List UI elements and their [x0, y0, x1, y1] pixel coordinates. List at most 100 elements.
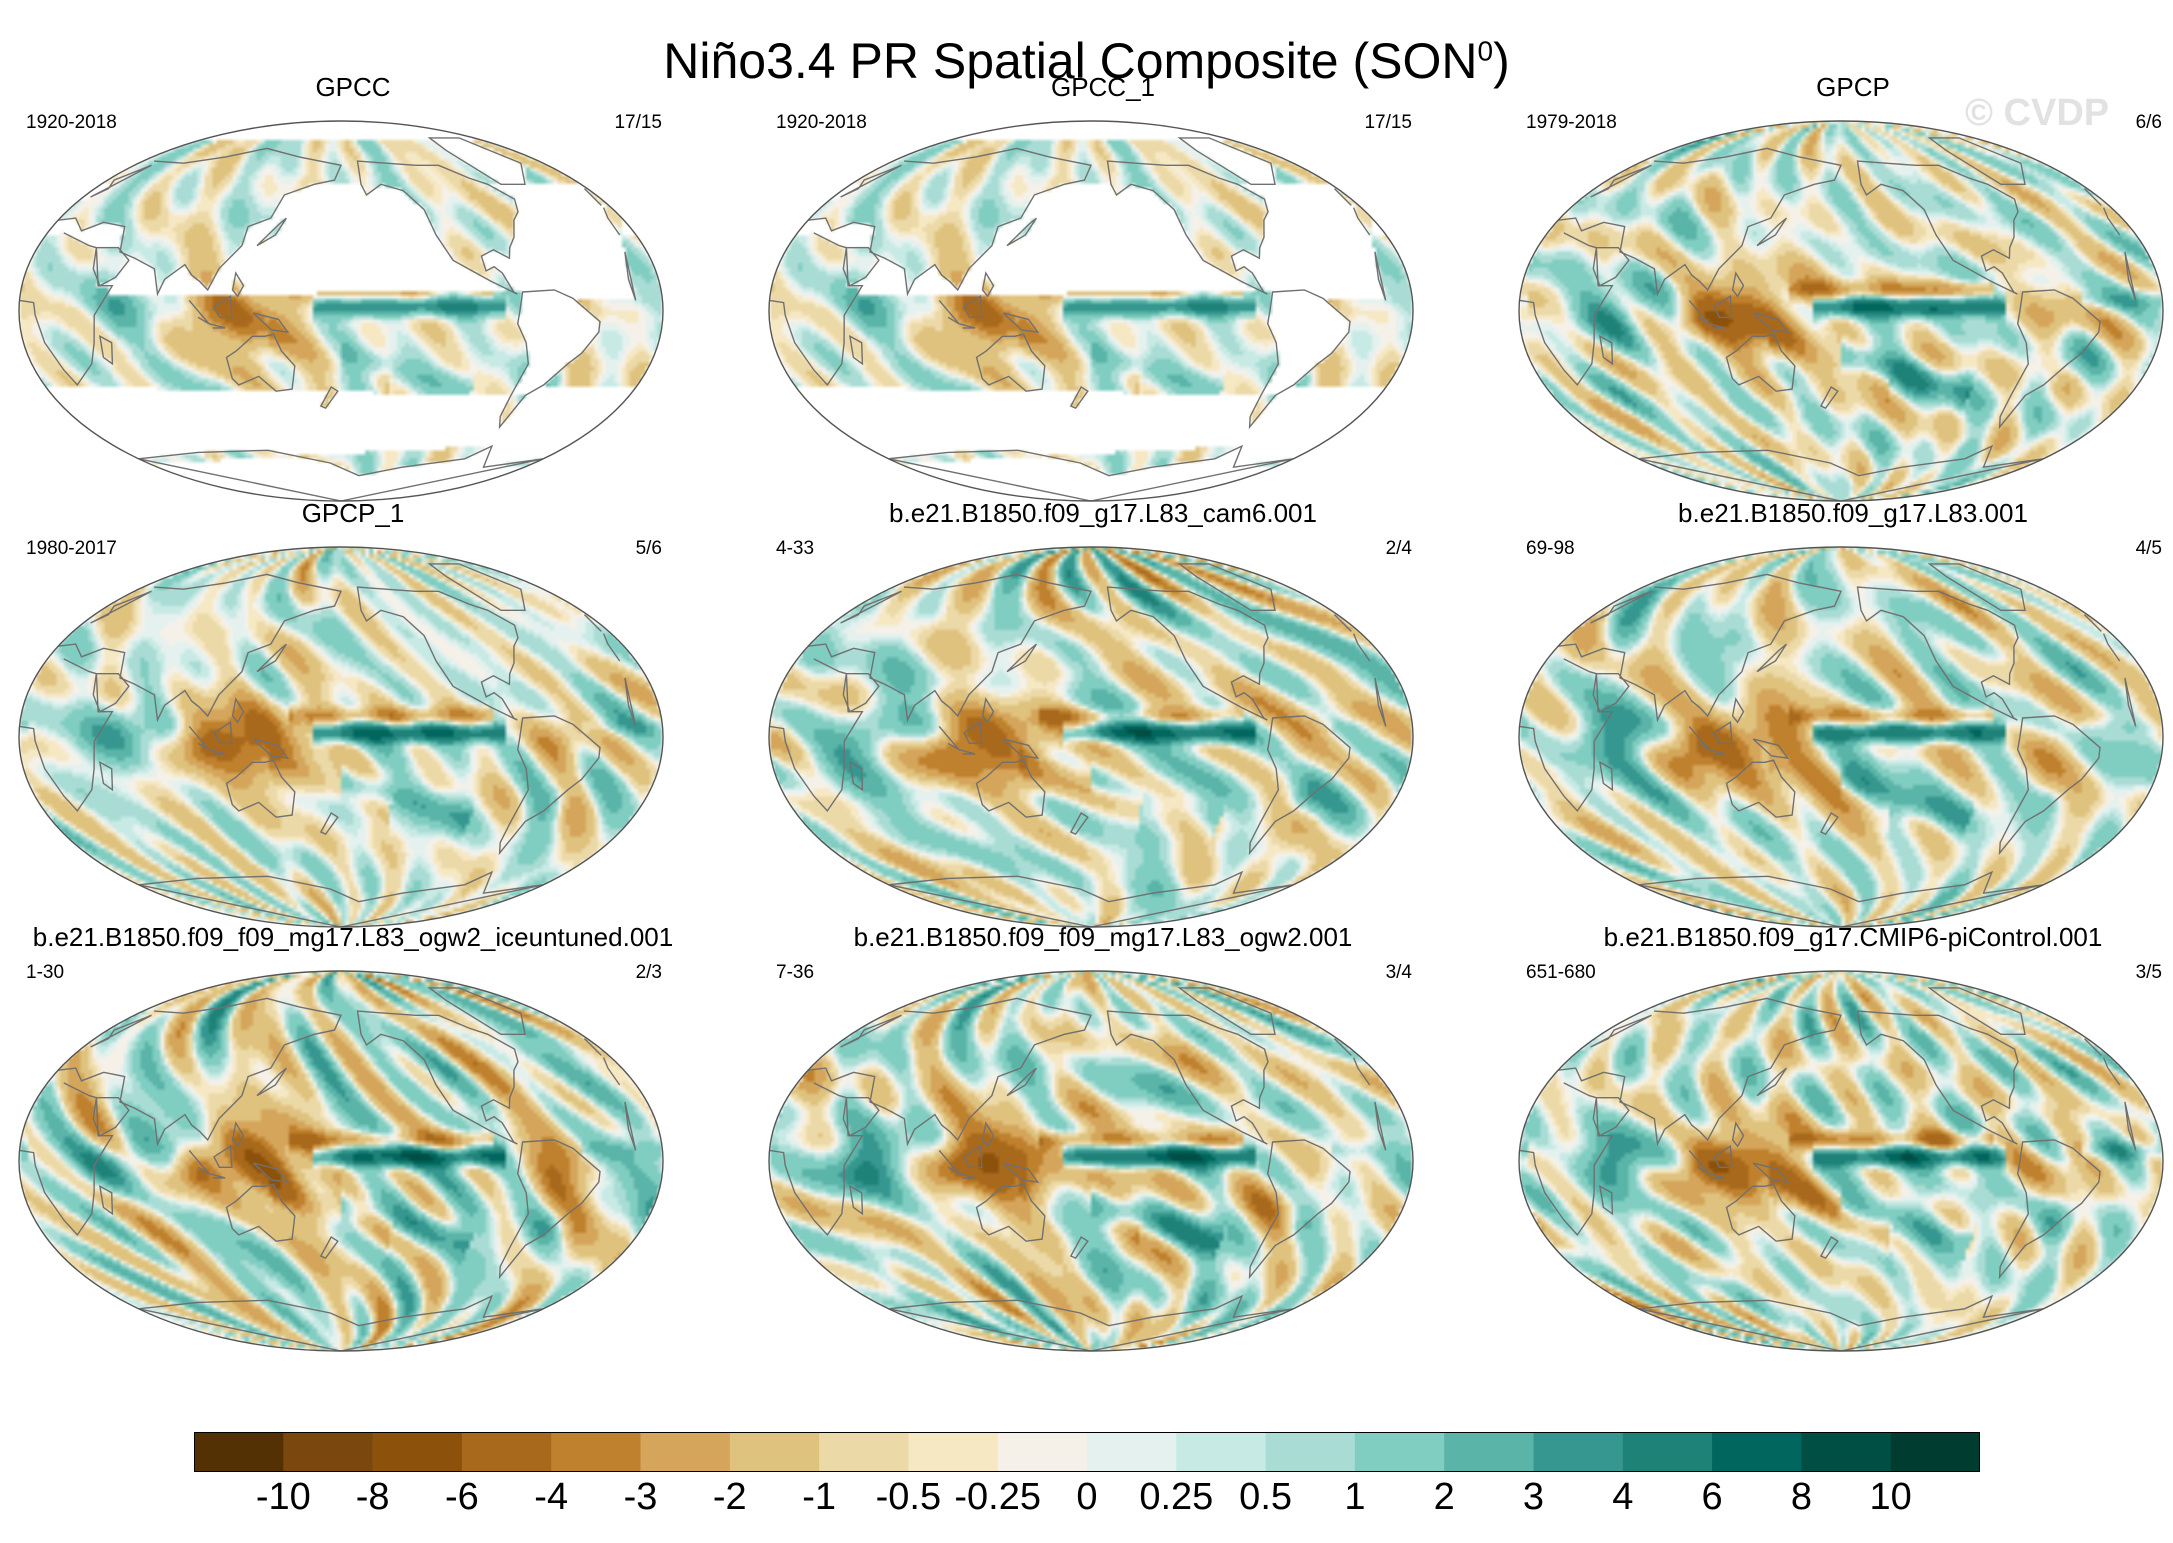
colorbar-tick-label: 8 — [1790, 1476, 1812, 1518]
coastline — [225, 759, 296, 818]
coastline — [888, 1294, 1294, 1351]
colorbar-tick-label: 0.5 — [1239, 1476, 1293, 1518]
map-svg — [18, 120, 664, 502]
map-svg — [1518, 970, 2164, 1352]
panel-period: 7-36 — [776, 962, 815, 983]
coastline — [769, 658, 1387, 813]
map-svg — [1518, 546, 2164, 928]
coastline — [848, 335, 864, 366]
coastline — [981, 1121, 995, 1148]
panel-period: 1980-2017 — [26, 538, 117, 559]
coastline — [98, 1185, 114, 1216]
coastline — [252, 738, 290, 760]
colorbar-tick-label: 3 — [1522, 1476, 1545, 1518]
panel-event-count: 5/6 — [635, 538, 662, 559]
coastline — [498, 1139, 601, 1280]
coastline — [963, 1144, 983, 1168]
coastline — [252, 1162, 290, 1184]
panel-event-count: 2/3 — [635, 962, 662, 983]
coastline — [1731, 1121, 1745, 1148]
map-svg — [768, 546, 1414, 928]
coastline — [231, 271, 245, 298]
coastline — [92, 673, 130, 713]
map-panel: GPCP_1 1980-2017 5/6 — [8, 498, 698, 928]
coastline — [58, 147, 621, 297]
coastline — [808, 147, 1371, 297]
coastline — [1725, 333, 1796, 392]
coastline — [1731, 697, 1745, 724]
coastline — [256, 217, 287, 247]
colorbar-tick-label: -6 — [444, 1476, 479, 1518]
coastline — [427, 563, 526, 611]
coastline — [1708, 1173, 1726, 1179]
colorbar-swatch — [1712, 1432, 1802, 1472]
colorbar-tick-label: -3 — [623, 1476, 658, 1518]
colorbar-tick-label: -1 — [802, 1476, 836, 1518]
coastline — [1006, 217, 1037, 247]
colorbar-tick-label: -4 — [534, 1476, 569, 1518]
coastline — [213, 720, 233, 744]
coastline — [1856, 1010, 2019, 1145]
coastline — [231, 697, 245, 724]
panel-event-count: 17/15 — [1364, 112, 1412, 133]
coastline — [1177, 137, 1276, 185]
coastline — [1002, 312, 1040, 334]
coastline — [1708, 323, 1726, 329]
map-frame — [1518, 970, 2164, 1352]
coastline — [1713, 294, 1733, 318]
coastline — [225, 333, 296, 392]
coastline — [1756, 643, 1787, 673]
colorbar-swatch — [1890, 1432, 1980, 1472]
colorbar-swatch — [1176, 1432, 1267, 1472]
panel-title: GPCP_1 — [301, 498, 405, 528]
coastline — [1558, 147, 2121, 297]
precipitation-field — [769, 971, 1413, 1351]
precipitation-field — [1519, 547, 2163, 927]
coastline — [1006, 643, 1037, 673]
map-panel: b.e21.B1850.f09_g17.L83_cam6.001 4-33 2/4 — [758, 498, 1448, 928]
coastline — [319, 812, 339, 835]
colorbar-swatch — [997, 1432, 1088, 1472]
panel-title: b.e21.B1850.f09_g17.CMIP6-piControl.001 — [1603, 922, 2103, 952]
coastline — [1819, 812, 1839, 835]
coastline — [958, 323, 976, 329]
main-title-text: Niño3.4 PR Spatial Composite (SON — [663, 33, 1478, 89]
coastline — [1927, 137, 2026, 185]
map-panel: GPCC 1920-2018 17/15 — [8, 72, 698, 502]
coastline — [19, 232, 637, 387]
colorbar-swatch — [1533, 1432, 1624, 1472]
precipitation-field — [19, 971, 663, 1351]
coastline — [138, 444, 544, 501]
panel-period: 4-33 — [776, 538, 815, 559]
coastline — [92, 247, 130, 287]
coastline — [1592, 1097, 1630, 1137]
coastline — [1713, 720, 1733, 744]
main-title-superscript: 0 — [1477, 35, 1494, 67]
coastline — [208, 749, 226, 755]
colorbar-tick-label: 2 — [1433, 1476, 1455, 1518]
coastline — [1002, 738, 1040, 760]
coastline — [888, 870, 1294, 927]
coastline — [231, 1121, 245, 1148]
colorbar-swatch — [640, 1432, 731, 1472]
colorbar-tick-label: -8 — [355, 1476, 390, 1518]
cvdp-watermark: © CVDP — [1965, 92, 2110, 134]
panel-period: 1920-2018 — [26, 112, 117, 133]
coastline — [498, 289, 601, 430]
panel-title: GPCC_1 — [1050, 72, 1156, 102]
coastline — [1756, 1067, 1787, 1097]
colorbar-swatch — [1622, 1432, 1713, 1472]
coastline — [1592, 247, 1630, 287]
coastline — [1752, 312, 1790, 334]
map-frame — [768, 546, 1414, 928]
coastline — [842, 673, 880, 713]
coastline — [356, 160, 519, 295]
map-panel: GPCP 1979-2018 6/6 — [1508, 72, 2173, 502]
colorbar-tick-label: 1 — [1344, 1476, 1366, 1518]
coastline — [1725, 759, 1796, 818]
map-frame — [768, 970, 1414, 1352]
coastline — [1713, 1144, 1733, 1168]
coastline — [981, 697, 995, 724]
coastline — [1069, 1236, 1089, 1259]
colorbar-swatch — [1801, 1432, 1892, 1472]
